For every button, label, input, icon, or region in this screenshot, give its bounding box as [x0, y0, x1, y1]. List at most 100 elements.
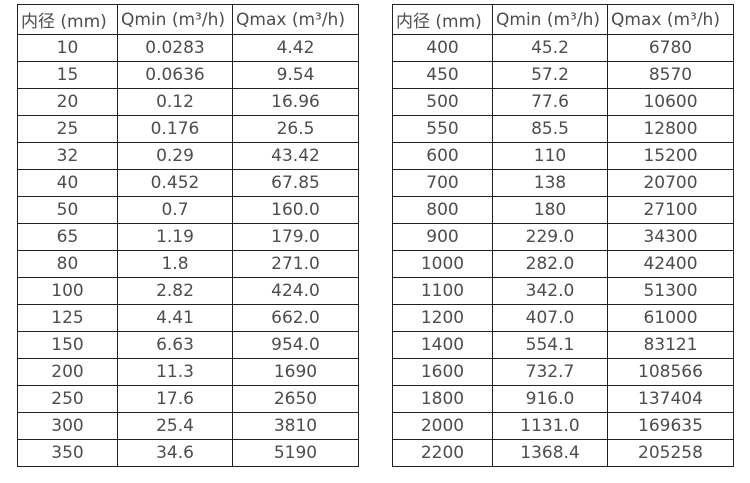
table-cell: 1400 [392, 331, 493, 359]
table-cell: 0.0283 [117, 34, 233, 62]
table-cell: 2000 [392, 412, 493, 440]
table-row: 800 180 27100 [392, 196, 734, 224]
table-cell: 108566 [607, 358, 734, 386]
table-cell: 180 [492, 196, 608, 224]
column-header: Qmin (m³/h) [117, 4, 233, 35]
table-cell: 800 [392, 196, 493, 224]
table-cell: 11.3 [117, 358, 233, 386]
table-cell: 40 [17, 169, 118, 197]
table-cell: 2200 [392, 439, 493, 467]
table-cell: 10 [17, 34, 118, 62]
table-cell: 954.0 [232, 331, 359, 359]
table-cell: 138 [492, 169, 608, 197]
table-row: 1400 554.1 83121 [392, 331, 734, 359]
table-cell: 600 [392, 142, 493, 170]
table-row: 10 0.0283 4.42 [17, 34, 359, 62]
table-row: 20 0.12 16.96 [17, 88, 359, 116]
table-row: 300 25.4 3810 [17, 412, 359, 440]
table-cell: 65 [17, 223, 118, 251]
table-cell: 424.0 [232, 277, 359, 305]
column-header: 内径 (mm) [17, 4, 118, 35]
table-cell: 205258 [607, 439, 734, 467]
table-cell: 900 [392, 223, 493, 251]
table-row: 80 1.8 271.0 [17, 250, 359, 278]
table-cell: 282.0 [492, 250, 608, 278]
table-cell: 57.2 [492, 61, 608, 89]
table-cell: 700 [392, 169, 493, 197]
table-cell: 61000 [607, 304, 734, 332]
table-cell: 42400 [607, 250, 734, 278]
table-cell: 250 [17, 385, 118, 413]
table-row: 1100 342.0 51300 [392, 277, 734, 305]
table-cell: 20700 [607, 169, 734, 197]
table-cell: 1368.4 [492, 439, 608, 467]
table-row: 150 6.63 954.0 [17, 331, 359, 359]
table-cell: 1690 [232, 358, 359, 386]
table-cell: 0.176 [117, 115, 233, 143]
table-cell: 0.12 [117, 88, 233, 116]
table-cell: 6780 [607, 34, 734, 62]
column-header: Qmax (m³/h) [232, 4, 359, 35]
table-cell: 0.7 [117, 196, 233, 224]
table-cell: 125 [17, 304, 118, 332]
table-row: 2200 1368.4 205258 [392, 439, 734, 467]
table-cell: 6.63 [117, 331, 233, 359]
table-cell: 1.19 [117, 223, 233, 251]
table-row: 550 85.5 12800 [392, 115, 734, 143]
table-cell: 0.452 [117, 169, 233, 197]
flow-spec-table-large-diameters: 内径 (mm) Qmin (m³/h) Qmax (m³/h) 400 45.2 6780… [392, 4, 734, 467]
table-cell: 1200 [392, 304, 493, 332]
table-cell: 179.0 [232, 223, 359, 251]
table-row: 40 0.452 67.85 [17, 169, 359, 197]
table-cell: 160.0 [232, 196, 359, 224]
table-cell: 169635 [607, 412, 734, 440]
table-cell: 500 [392, 88, 493, 116]
table-cell: 150 [17, 331, 118, 359]
table-cell: 916.0 [492, 385, 608, 413]
table-cell: 350 [17, 439, 118, 467]
table-row: 500 77.6 10600 [392, 88, 734, 116]
table-cell: 50 [17, 196, 118, 224]
table-cell: 15200 [607, 142, 734, 170]
table-cell: 0.0636 [117, 61, 233, 89]
table-row: 50 0.7 160.0 [17, 196, 359, 224]
table-row: 900 229.0 34300 [392, 223, 734, 251]
table-cell: 1.8 [117, 250, 233, 278]
table-cell: 77.6 [492, 88, 608, 116]
table-row: 400 45.2 6780 [392, 34, 734, 62]
column-header: 内径 (mm) [392, 4, 493, 35]
table-cell: 34.6 [117, 439, 233, 467]
header-row: 内径 (mm) Qmin (m³/h) Qmax (m³/h) [17, 4, 359, 35]
table-cell: 4.42 [232, 34, 359, 62]
table-row: 15 0.0636 9.54 [17, 61, 359, 89]
flow-spec-table-small-diameters: 内径 (mm) Qmin (m³/h) Qmax (m³/h) 10 0.0283 4.4… [17, 4, 359, 467]
table-cell: 450 [392, 61, 493, 89]
table-row: 600 110 15200 [392, 142, 734, 170]
table-cell: 4.41 [117, 304, 233, 332]
table-cell: 17.6 [117, 385, 233, 413]
table-cell: 83121 [607, 331, 734, 359]
table-cell: 67.85 [232, 169, 359, 197]
table-row: 450 57.2 8570 [392, 61, 734, 89]
table-row: 1800 916.0 137404 [392, 385, 734, 413]
table-row: 125 4.41 662.0 [17, 304, 359, 332]
column-header: Qmin (m³/h) [492, 4, 608, 35]
table-cell: 12800 [607, 115, 734, 143]
table-cell: 1131.0 [492, 412, 608, 440]
table-cell: 10600 [607, 88, 734, 116]
table-cell: 300 [17, 412, 118, 440]
table-row: 700 138 20700 [392, 169, 734, 197]
table-cell: 26.5 [232, 115, 359, 143]
table-cell: 110 [492, 142, 608, 170]
table-cell: 0.29 [117, 142, 233, 170]
table-cell: 271.0 [232, 250, 359, 278]
table-cell: 45.2 [492, 34, 608, 62]
table-row: 1600 732.7 108566 [392, 358, 734, 386]
table-cell: 2650 [232, 385, 359, 413]
table-cell: 400 [392, 34, 493, 62]
table-row: 100 2.82 424.0 [17, 277, 359, 305]
table-row: 32 0.29 43.42 [17, 142, 359, 170]
table-cell: 15 [17, 61, 118, 89]
table-cell: 732.7 [492, 358, 608, 386]
